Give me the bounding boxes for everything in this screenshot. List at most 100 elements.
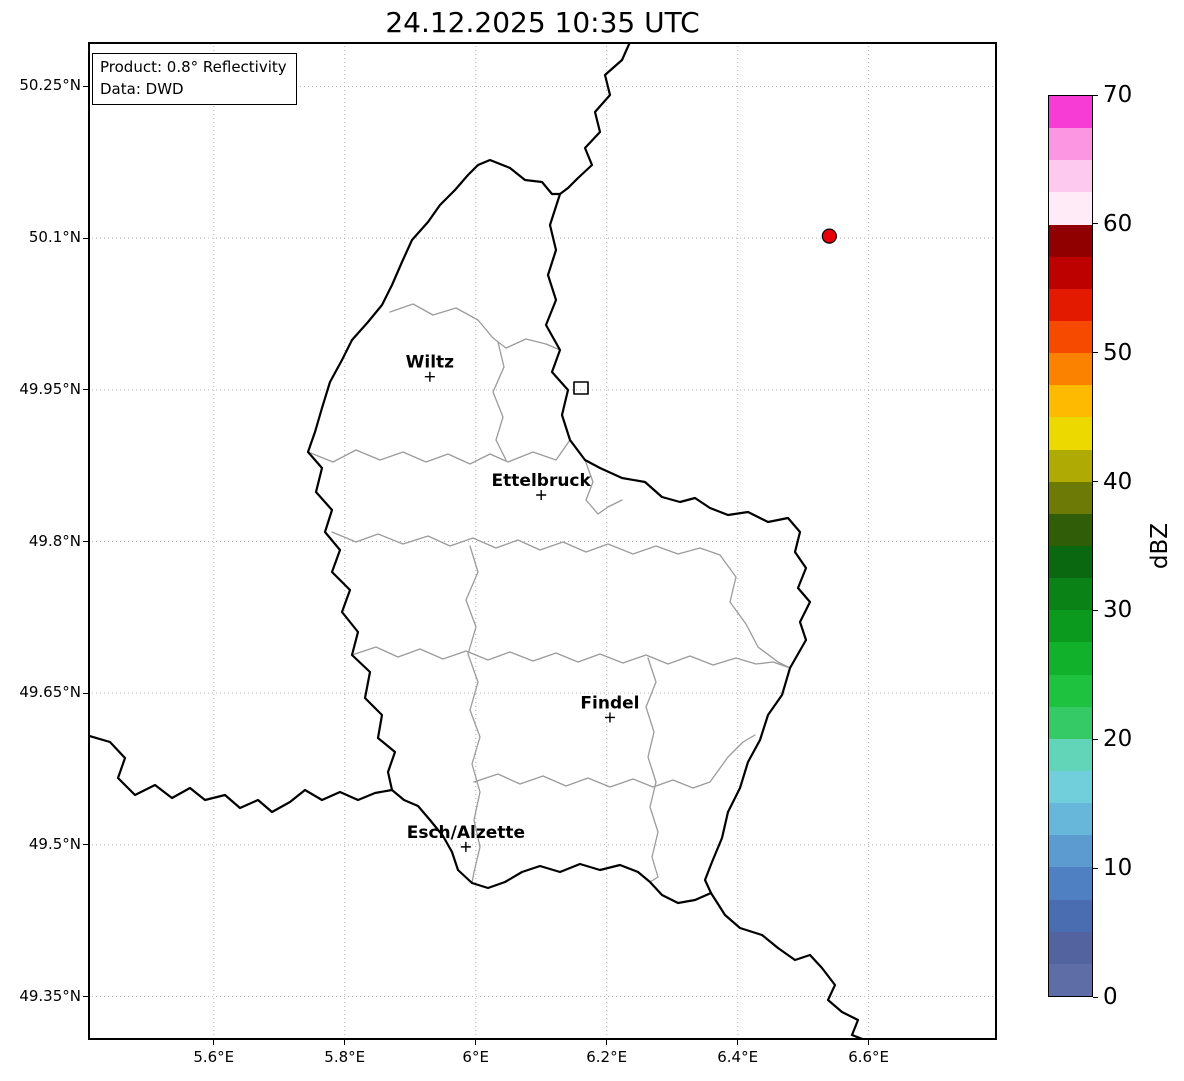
colorbar-tick-label: 30 — [1103, 597, 1133, 624]
map-plot: Wiltz Ettelbruck Findel Esch/Alzette Produc… — [84, 40, 997, 1042]
y-tick-label: 50.1°N — [28, 228, 81, 247]
colorbar-tick-mark — [1093, 996, 1098, 998]
x-tick-label: 6.2°E — [586, 1048, 628, 1066]
canton-border — [584, 459, 623, 515]
vianden-reservoir-outline — [573, 381, 589, 395]
colorbar-band — [1049, 513, 1092, 546]
colorbar-band — [1049, 674, 1092, 707]
colorbar-tick-label: 70 — [1103, 82, 1133, 108]
colorbar-tick-mark — [1093, 867, 1098, 869]
x-tick-label: 6°E — [462, 1048, 489, 1066]
canton-border — [465, 545, 481, 884]
canton-border — [719, 554, 791, 669]
luxembourg-map-svg: Wiltz Ettelbruck Findel Esch/Alzette — [84, 40, 997, 1042]
colorbar-band — [1049, 770, 1092, 804]
product-info-box: Product: 0.8° Reflectivity Data: DWD — [92, 53, 297, 105]
x-tick-mark — [606, 1040, 608, 1045]
colorbar-band — [1049, 481, 1092, 514]
colorbar-tick-label: 20 — [1103, 726, 1133, 753]
country-borders — [84, 40, 867, 1042]
colorbar-tick-mark — [1093, 481, 1098, 483]
plot-frame — [88, 42, 997, 1040]
canton-border — [331, 531, 721, 556]
city-marker — [424, 371, 435, 382]
colorbar-tick-label: 0 — [1103, 984, 1118, 1010]
x-tick-label: 5.6°E — [193, 1048, 235, 1066]
colorbar-tick-mark — [1093, 738, 1098, 740]
gridlines — [88, 42, 997, 1040]
figure-title: 24.12.2025 10:35 UTC — [385, 6, 700, 39]
y-tick-label: 49.5°N — [28, 834, 81, 853]
data-source-label: Data: DWD — [100, 80, 184, 98]
canton-border — [307, 439, 571, 465]
colorbar-tick-label: 10 — [1103, 855, 1133, 882]
colorbar-band — [1049, 931, 1092, 964]
city-label: Esch/Alzette — [407, 823, 525, 843]
x-tick-mark — [737, 1040, 739, 1045]
colorbar-band — [1049, 867, 1092, 900]
city-label: Ettelbruck — [492, 471, 592, 491]
colorbar-band — [1049, 642, 1092, 675]
radar-location-dot — [821, 228, 837, 244]
city-label: Findel — [580, 693, 639, 713]
y-tick-label: 49.65°N — [19, 683, 81, 702]
x-tick-mark — [475, 1040, 477, 1045]
city-label: Wiltz — [406, 353, 455, 373]
canton-border — [473, 734, 756, 789]
y-tick-mark — [83, 844, 88, 846]
colorbar-band — [1049, 256, 1092, 289]
colorbar-band — [1049, 128, 1092, 161]
canton-border — [645, 657, 659, 883]
colorbar-band — [1049, 288, 1092, 321]
colorbar-band — [1049, 610, 1092, 643]
colorbar-band — [1049, 353, 1092, 386]
colorbar-band — [1049, 417, 1092, 450]
colorbar-axis-label: dBZ — [1147, 522, 1173, 570]
city-marker — [460, 841, 471, 852]
canton-border — [492, 341, 507, 461]
x-tick-mark — [213, 1040, 215, 1045]
colorbar-bands — [1049, 96, 1092, 996]
france-belgium-border — [84, 733, 394, 814]
x-tick-label: 6.6°E — [848, 1048, 890, 1066]
colorbar-tick-label: 50 — [1103, 339, 1133, 366]
city-marker — [604, 712, 615, 723]
colorbar-band — [1049, 835, 1092, 868]
y-tick-label: 50.25°N — [19, 76, 81, 95]
city-marker — [536, 489, 547, 500]
y-tick-label: 49.8°N — [28, 531, 81, 550]
y-tick-mark — [83, 85, 88, 87]
luxembourg-border — [306, 158, 812, 905]
colorbar — [1048, 95, 1093, 997]
colorbar-band — [1049, 963, 1092, 996]
radar-marker-group — [821, 228, 837, 244]
belgium-germany-border — [558, 40, 632, 196]
y-tick-mark — [83, 541, 88, 542]
colorbar-tick-label: 60 — [1103, 210, 1133, 237]
colorbar-band — [1049, 803, 1092, 836]
city-markers: Wiltz Ettelbruck Findel Esch/Alzette — [406, 353, 639, 852]
y-tick-mark — [83, 996, 88, 998]
product-label: Product: 0.8° Reflectivity — [100, 58, 287, 76]
y-tick-label: 49.95°N — [19, 379, 81, 398]
colorbar-band — [1049, 224, 1092, 257]
colorbar-band — [1049, 738, 1092, 771]
canton-border — [351, 646, 791, 669]
colorbar-band — [1049, 320, 1092, 354]
y-tick-mark — [83, 389, 88, 391]
x-tick-mark — [344, 1040, 346, 1045]
colorbar-tick-label: 40 — [1103, 468, 1133, 495]
canton-borders — [307, 303, 791, 884]
colorbar-band — [1049, 96, 1092, 129]
colorbar-band — [1049, 706, 1092, 739]
colorbar-band — [1049, 899, 1092, 932]
x-tick-label: 6.4°E — [717, 1048, 759, 1066]
canton-border — [389, 303, 561, 351]
colorbar-band — [1049, 545, 1092, 579]
y-tick-label: 49.35°N — [19, 986, 81, 1005]
x-tick-label: 5.8°E — [324, 1048, 366, 1066]
y-tick-mark — [83, 692, 88, 694]
colorbar-tick-mark — [1093, 223, 1098, 225]
x-tick-mark — [868, 1040, 870, 1045]
